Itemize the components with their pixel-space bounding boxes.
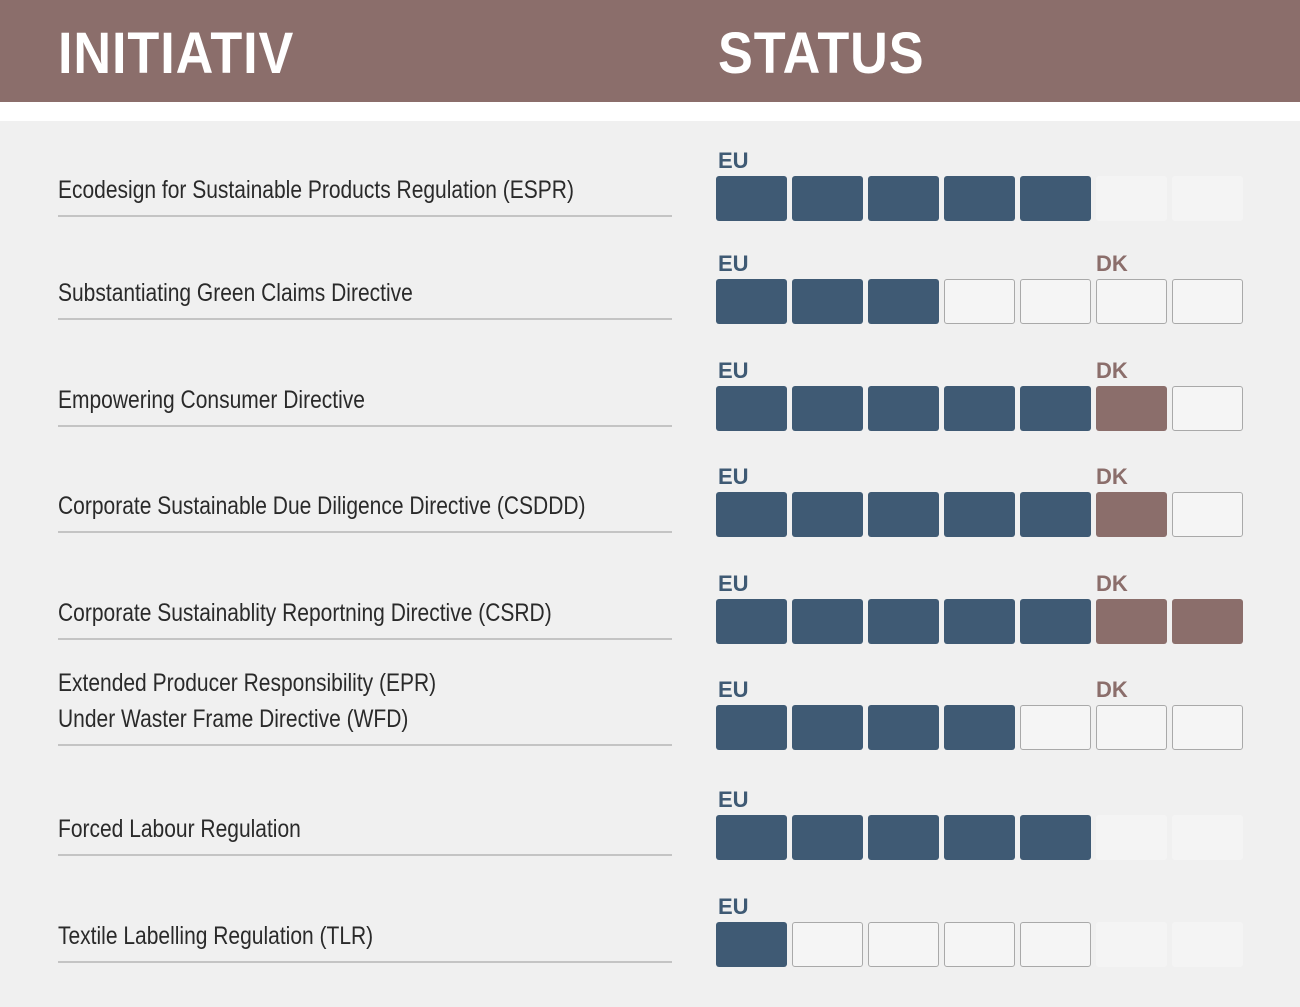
row-rule bbox=[58, 215, 672, 217]
status-cell bbox=[944, 922, 1015, 967]
dk-tag: DK bbox=[1096, 677, 1128, 702]
initiative-label: Corporate Sustainablity Reportning Direc… bbox=[58, 599, 552, 627]
initiative-label: Corporate Sustainable Due Diligence Dire… bbox=[58, 492, 586, 520]
status-cell bbox=[1096, 922, 1167, 967]
separator bbox=[0, 102, 1300, 121]
status-cell bbox=[1172, 176, 1243, 221]
initiative-label: Textile Labelling Regulation (TLR) bbox=[58, 922, 374, 950]
eu-tag: EU bbox=[718, 464, 749, 489]
status-cell bbox=[1020, 922, 1091, 967]
column-title: INITIATIV bbox=[58, 21, 295, 86]
status-cell bbox=[792, 492, 863, 537]
status-cell bbox=[1096, 386, 1167, 431]
status-cell bbox=[1020, 815, 1091, 860]
status-cell bbox=[1096, 492, 1167, 537]
status-cell bbox=[868, 176, 939, 221]
status-cell bbox=[1096, 176, 1167, 221]
status-cell bbox=[1020, 705, 1091, 750]
status-cell bbox=[944, 176, 1015, 221]
initiative-label: Under Waster Frame Directive (WFD) bbox=[58, 705, 409, 733]
status-cell bbox=[944, 492, 1015, 537]
status-cell bbox=[716, 815, 787, 860]
status-cell bbox=[1020, 599, 1091, 644]
status-cell bbox=[1172, 599, 1243, 644]
eu-tag: EU bbox=[718, 148, 749, 173]
status-cell bbox=[716, 176, 787, 221]
status-cell bbox=[944, 815, 1015, 860]
status-cell bbox=[1096, 815, 1167, 860]
row-rule bbox=[58, 318, 672, 320]
status-cell bbox=[792, 922, 863, 967]
status-cell bbox=[792, 279, 863, 324]
status-cell bbox=[792, 705, 863, 750]
row-rule bbox=[58, 744, 672, 746]
status-cell bbox=[792, 386, 863, 431]
initiative-label: Substantiating Green Claims Directive bbox=[58, 279, 413, 307]
status-cell bbox=[716, 386, 787, 431]
eu-tag: EU bbox=[718, 571, 749, 596]
eu-tag: EU bbox=[718, 787, 749, 812]
initiative-label: Forced Labour Regulation bbox=[58, 815, 301, 843]
status-cell bbox=[716, 705, 787, 750]
dk-tag: DK bbox=[1096, 571, 1128, 596]
status-cell bbox=[1172, 492, 1243, 537]
dk-tag: DK bbox=[1096, 464, 1128, 489]
header-bar: INITIATIV STATUS bbox=[0, 0, 1300, 102]
status-cell bbox=[792, 176, 863, 221]
status-cell bbox=[716, 922, 787, 967]
status-cell bbox=[868, 705, 939, 750]
status-cell bbox=[1172, 705, 1243, 750]
status-cell bbox=[868, 815, 939, 860]
status-cell bbox=[1172, 279, 1243, 324]
status-cell bbox=[1020, 279, 1091, 324]
status-cell bbox=[1172, 386, 1243, 431]
status-cell bbox=[716, 492, 787, 537]
row-rule bbox=[58, 961, 672, 963]
status-cell bbox=[1172, 922, 1243, 967]
status-cell bbox=[716, 279, 787, 324]
status-cell bbox=[944, 386, 1015, 431]
row-rule bbox=[58, 638, 672, 640]
status-cell bbox=[716, 599, 787, 644]
dk-tag: DK bbox=[1096, 251, 1128, 276]
status-cell bbox=[1020, 386, 1091, 431]
status-cell bbox=[944, 705, 1015, 750]
status-cell bbox=[1172, 815, 1243, 860]
status-cell bbox=[868, 492, 939, 537]
initiative-label: Ecodesign for Sustainable Products Regul… bbox=[58, 176, 574, 204]
eu-tag: EU bbox=[718, 677, 749, 702]
status-cell bbox=[868, 386, 939, 431]
status-cell bbox=[944, 599, 1015, 644]
status-cell bbox=[792, 599, 863, 644]
row-rule bbox=[58, 425, 672, 427]
status-cell bbox=[944, 279, 1015, 324]
eu-tag: EU bbox=[718, 358, 749, 383]
initiative-label: Extended Producer Responsibility (EPR) bbox=[58, 669, 437, 697]
status-cell bbox=[1096, 599, 1167, 644]
status-cell bbox=[1020, 492, 1091, 537]
status-cell bbox=[1096, 705, 1167, 750]
status-cell bbox=[792, 815, 863, 860]
status-cell bbox=[1020, 176, 1091, 221]
column-title: STATUS bbox=[718, 21, 925, 86]
status-cell bbox=[1096, 279, 1167, 324]
status-cell bbox=[868, 922, 939, 967]
eu-tag: EU bbox=[718, 251, 749, 276]
dk-tag: DK bbox=[1096, 358, 1128, 383]
row-rule bbox=[58, 854, 672, 856]
status-cell bbox=[868, 599, 939, 644]
row-rule bbox=[58, 531, 672, 533]
status-cell bbox=[868, 279, 939, 324]
initiative-label: Empowering Consumer Directive bbox=[58, 386, 365, 414]
eu-tag: EU bbox=[718, 894, 749, 919]
